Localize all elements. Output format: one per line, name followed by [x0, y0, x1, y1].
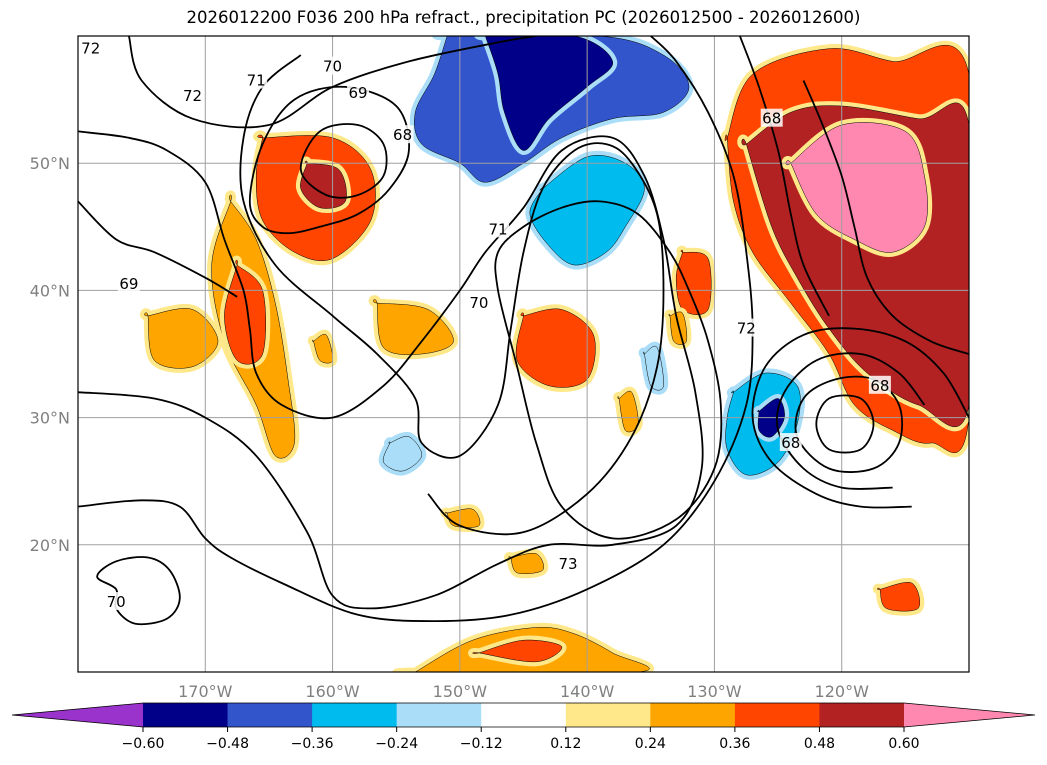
colorbar-swatch — [734, 703, 820, 727]
colorbar-extend-low — [12, 703, 143, 727]
refractivity-contour-72 — [751, 327, 969, 509]
latitude-tick-label: 40°N — [30, 281, 70, 300]
precip-region-small-cell-3 — [508, 552, 544, 574]
colorbar-swatch — [650, 703, 736, 727]
contour-label-bg — [779, 433, 802, 452]
precip-region-small-cell-6 — [668, 311, 688, 345]
precip-region-small-cell-2 — [617, 390, 639, 433]
refractivity-contour-69 — [78, 200, 238, 298]
contour-label: 70 — [323, 58, 342, 76]
contour-label-bg — [105, 592, 128, 611]
precip-region-hawaii-negative — [382, 436, 422, 472]
refractivity-contour-70 — [239, 54, 665, 536]
chart-title: 2026012200 F036 200 hPa refract., precip… — [186, 8, 861, 27]
colorbar-swatch — [227, 703, 313, 727]
precip-region-mid-pacific-positive — [515, 308, 596, 388]
contour-label-bg — [347, 83, 370, 102]
latitude-ticks: 20°N 30°N 40°N 50°N — [30, 154, 70, 555]
contour-label: 70 — [107, 593, 126, 611]
precip-region-southern-strong — [472, 639, 563, 663]
contour-label-bg — [868, 375, 891, 394]
refractivity-contour-layer — [78, 36, 969, 626]
colorbar-swatch — [565, 703, 651, 727]
longitude-tick-label: 160°W — [305, 682, 360, 701]
contour-label: 72 — [737, 320, 756, 338]
latitude-tick-label: 30°N — [30, 409, 70, 428]
contour-label: 72 — [183, 87, 202, 105]
longitude-ticks: 170°W 160°W 150°W 140°W 130°W 120°W — [178, 682, 869, 701]
contour-label-bg — [117, 274, 140, 293]
colorbar-tick-label: 0.24 — [635, 736, 666, 752]
precip-region-north-pacific-dark — [481, 36, 613, 151]
refractivity-contour-68 — [815, 394, 875, 454]
colorbar-tick-label: −0.36 — [291, 736, 334, 752]
colorbar-tick-label: −0.60 — [122, 736, 165, 752]
refractivity-contour-69 — [739, 36, 830, 317]
colorbar-extend-high — [904, 703, 1035, 727]
precip-region-west-coast-peak — [785, 122, 928, 253]
colorbar-tick-label: −0.48 — [206, 736, 249, 752]
latitude-tick-label: 50°N — [30, 154, 70, 173]
contour-label-bg — [760, 108, 783, 127]
contour-label: 69 — [348, 84, 367, 102]
longitude-tick-label: 140°W — [560, 682, 615, 701]
longitude-tick-label: 120°W — [815, 682, 870, 701]
contour-label: 68 — [393, 126, 412, 144]
refractivity-contour-73 — [494, 200, 723, 540]
contour-label-bg — [321, 56, 344, 75]
colorbar-tick-label: −0.24 — [375, 736, 418, 752]
refractivity-contour-72 — [78, 36, 754, 623]
colorbar-swatch — [481, 703, 567, 727]
latitude-tick-label: 20°N — [30, 536, 70, 555]
precip-region-east-mid-positive — [675, 249, 712, 315]
precip-region-southeast-positive — [877, 582, 921, 612]
refractivity-contour-69 — [248, 85, 411, 235]
contour-label-bg — [181, 85, 204, 104]
refractivity-contour-68 — [299, 123, 388, 199]
contour-label: 70 — [469, 294, 488, 312]
longitude-tick-label: 150°W — [433, 682, 488, 701]
contour-label: 71 — [488, 220, 507, 238]
colorbar-swatch — [819, 703, 905, 727]
contour-label: 69 — [119, 275, 138, 293]
refractivity-contour-69 — [794, 375, 904, 473]
longitude-tick-label: 130°W — [687, 682, 742, 701]
colorbar-tick-label: 0.48 — [804, 736, 835, 752]
contour-label-bg — [735, 318, 758, 337]
colorbar-swatch — [396, 703, 482, 727]
contour-label-layer: 72 71 70 69 68 71 70 69 72 68 73 70 72 68 68 — [79, 38, 891, 611]
contour-label-bg — [245, 70, 268, 89]
contour-label: 73 — [559, 555, 578, 573]
contour-label: 71 — [247, 72, 266, 90]
contour-label-bg — [391, 125, 414, 144]
precip-region-west-positive — [144, 308, 219, 369]
contour-label-bg — [557, 553, 580, 572]
refractivity-contour-71 — [78, 130, 704, 610]
colorbar-tick-label: 0.12 — [550, 736, 581, 752]
refractivity-contour-69 — [128, 36, 537, 129]
contour-label-bg — [467, 293, 490, 312]
contour-label: 68 — [762, 110, 781, 128]
longitude-tick-label: 170°W — [178, 682, 233, 701]
contour-label: 68 — [781, 434, 800, 452]
contour-label-bg — [79, 38, 102, 57]
colorbar-tick-label: 0.60 — [888, 736, 919, 752]
colorbar-swatch — [312, 703, 398, 727]
contour-label-bg — [487, 219, 510, 238]
precip-region-small-cell-4 — [312, 333, 333, 364]
refractivity-contour-68 — [802, 80, 969, 355]
colorbar-swatch — [143, 703, 229, 727]
colorbar-tick-label: 0.36 — [719, 736, 750, 752]
precip-region-subtropical-positive — [372, 299, 454, 355]
contour-label: 72 — [81, 40, 100, 58]
contour-label: 68 — [870, 377, 889, 395]
refractivity-contour-70 — [775, 352, 926, 490]
colorbar: −0.60 −0.48 −0.36 −0.24 −0.12 0.12 0.24 0.36 0.4… — [11, 702, 1036, 752]
map-frame — [77, 35, 970, 673]
colorbar-tick-label: −0.12 — [460, 736, 503, 752]
